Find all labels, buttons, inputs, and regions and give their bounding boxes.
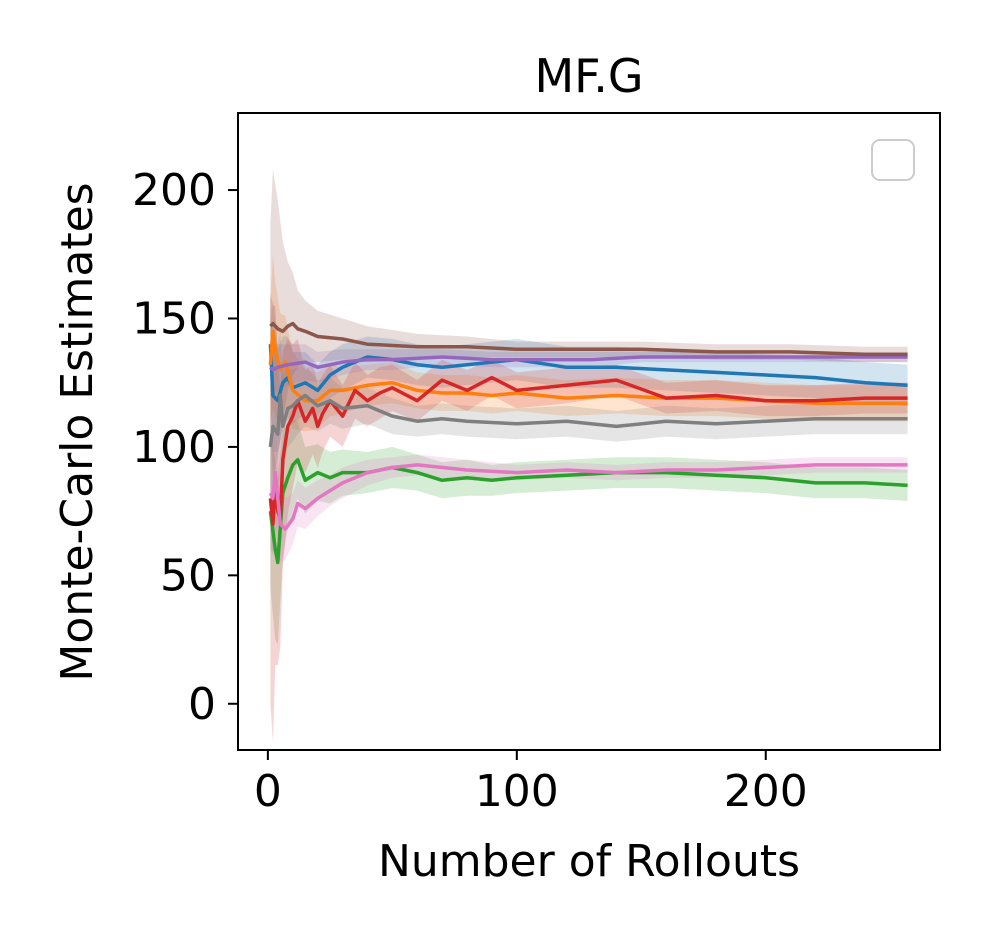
y-axis-title: Monte-Carlo Estimates [52, 182, 103, 681]
y-tick-label: 50 [160, 550, 216, 601]
legend-box [871, 139, 915, 181]
series-5-band [270, 341, 908, 396]
series-2-band [270, 254, 908, 432]
y-tick-label: 100 [132, 422, 216, 473]
y-tick-label: 200 [132, 165, 216, 216]
series-7-band [270, 426, 908, 563]
series-2-line [268, 329, 908, 405]
x-axis-title: Number of Rollouts [378, 836, 800, 887]
y-tick-label: 0 [188, 679, 216, 730]
series-4-band [270, 292, 908, 743]
x-tick-label: 100 [475, 766, 559, 817]
confidence-bands [270, 169, 908, 743]
series-5-line [269, 355, 908, 372]
series-8-band [270, 297, 908, 555]
plot-frame [237, 112, 941, 751]
y-axis-ticks: 0 50 100 150 200 [132, 165, 238, 730]
series-3-band [270, 418, 908, 645]
y-tick-label: 150 [132, 293, 216, 344]
x-tick-label: 0 [254, 766, 282, 817]
chart-title: MF.G [534, 49, 643, 103]
series-7-line [268, 463, 908, 531]
x-axis-ticks: 0 100 200 [254, 750, 808, 817]
plot-area [268, 169, 908, 743]
series-1-band [270, 297, 908, 452]
series-6-line [269, 321, 908, 357]
x-tick-label: 200 [724, 766, 808, 817]
series-4-line [268, 375, 908, 526]
series-lines [268, 321, 908, 565]
series-3-line [268, 458, 908, 565]
series-8-line [268, 393, 908, 448]
